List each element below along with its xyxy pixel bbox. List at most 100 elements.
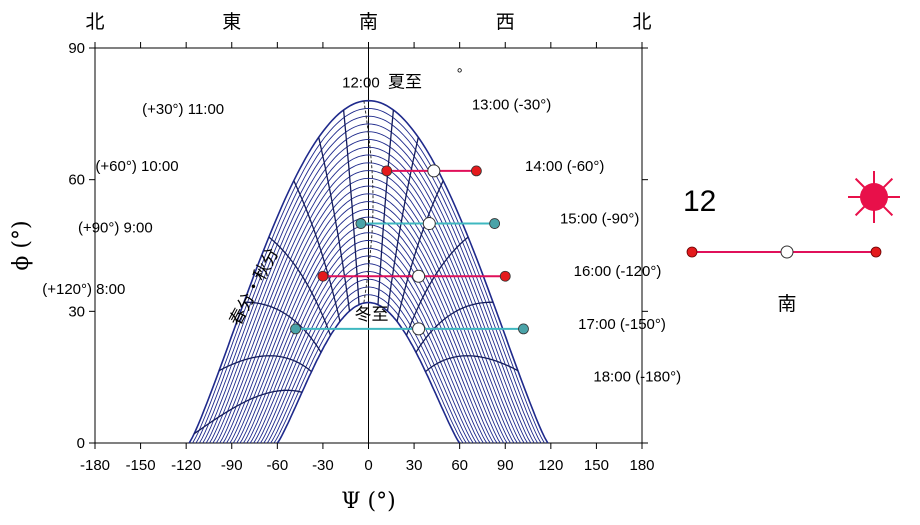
hour-label-0: 12:00 (342, 75, 380, 92)
marker-pairs (290, 164, 529, 336)
y-tick-label-0: 0 (77, 435, 85, 452)
noon-analemma (363, 100, 374, 303)
x-tick-label-1: -150 (126, 457, 156, 474)
season-curve-14 (236, 208, 501, 444)
hour-label-9: 17:00 (-150°) (578, 316, 666, 333)
hour-line--2 (318, 137, 351, 312)
x-axis-label: Ψ (°) (341, 489, 395, 514)
season-curve-2 (195, 115, 542, 444)
hour-label-8: 16:00 (-120°) (574, 263, 662, 280)
pair-dot-mid-0 (427, 164, 441, 178)
season-label-0: 夏至 (388, 73, 422, 93)
x-tick-label-12: 180 (629, 457, 654, 474)
season-curve-6 (209, 146, 528, 444)
x-tick-label-2: -120 (171, 457, 201, 474)
sun-path-curves (188, 99, 549, 444)
pair-dot-mid-3 (412, 322, 426, 336)
season-curve-8 (215, 162, 522, 444)
hour-line--5 (243, 301, 322, 353)
hour-line-3 (396, 180, 444, 322)
legend-dot-right (870, 246, 882, 258)
legend-dot-mid (780, 245, 794, 259)
direction-label-2: 南 (359, 11, 378, 33)
y-tick-label-2: 60 (68, 172, 85, 189)
hour-line--3 (293, 180, 341, 322)
y-tick-label-1: 30 (68, 303, 85, 320)
season-curve-7 (212, 154, 525, 444)
hour-label-5: 13:00 (-30°) (472, 96, 551, 113)
pair-dot-right-1 (489, 218, 501, 229)
pair-dot-mid-2 (412, 269, 426, 283)
pair-dot-left-2 (317, 270, 329, 282)
hour-label-1: (+30°) 11:00 (142, 101, 224, 118)
hour-line-2 (386, 137, 419, 312)
season-curve-13 (232, 201, 505, 444)
direction-label-4: 北 (632, 11, 651, 33)
season-curve-23 (266, 278, 471, 444)
season-curve-11 (226, 185, 511, 444)
season-curve-12 (229, 193, 508, 444)
hour-label-6: 14:00 (-60°) (525, 158, 604, 175)
season-curve-0 (188, 99, 549, 444)
chart-labels: 北 東 南 西 北 12:00 (+30°) 11:00 (+60°) 10:00 (+90°)… (42, 11, 681, 386)
hour-label-7: 15:00 (-90°) (560, 211, 639, 228)
pair-dot-mid-1 (422, 217, 436, 231)
x-tick-label-9: 90 (497, 457, 514, 474)
pair-dot-left-0 (381, 165, 393, 177)
x-tick-label-7: 30 (406, 457, 423, 474)
hour-label-4: (+120°) 8:00 (42, 281, 125, 298)
hour-line--4 (268, 236, 332, 336)
legend-panel: 12 南 (683, 171, 900, 315)
season-curve-19 (253, 247, 484, 444)
x-tick-label-10: 120 (538, 457, 563, 474)
x-tick-label-8: 60 (451, 457, 468, 474)
hour-label-10: 18:00 (-180°) (593, 369, 681, 386)
direction-label-1: 東 (222, 11, 241, 33)
pair-dot-left-1 (355, 218, 367, 229)
y-tick-label-3: 90 (68, 40, 85, 57)
hour-line-5 (415, 301, 494, 353)
legend-direction: 南 (777, 293, 796, 315)
sun-disc (860, 183, 888, 211)
hour-lines (193, 100, 519, 435)
season-curve-24 (270, 286, 467, 444)
x-tick-label-11: 150 (584, 457, 609, 474)
axes: -180 -150 -120 -90 -60 -30 0 30 60 90 120 150 180 0 30… (9, 40, 655, 514)
hour-line--7 (193, 389, 303, 435)
season-curve-5 (205, 139, 532, 444)
x-tick-label-6: 0 (364, 457, 372, 474)
pair-dot-left-3 (290, 323, 301, 335)
sun-icon (848, 171, 900, 223)
season-curve-16 (243, 224, 494, 444)
season-curve-1 (192, 107, 545, 444)
season-curve-10 (222, 177, 515, 444)
x-tick-label-0: -180 (80, 457, 110, 474)
season-curve-3 (199, 123, 538, 444)
y-axis-label: ϕ (°) (9, 220, 34, 270)
direction-label-3: 西 (496, 11, 515, 33)
hour-line--6 (218, 355, 312, 373)
pair-dot-right-0 (470, 165, 482, 177)
season-curve-26 (276, 301, 461, 444)
season-curve-25 (273, 294, 464, 444)
hour-line--1 (342, 109, 360, 305)
pair-dot-right-2 (499, 270, 511, 282)
hour-line-1 (377, 109, 395, 305)
season-curve-15 (239, 216, 498, 444)
stray-degree-mark: ° (457, 66, 463, 83)
season-curve-20 (256, 255, 481, 444)
season-curve-18 (249, 239, 488, 444)
hour-label-3: (+90°) 9:00 (78, 219, 153, 236)
pair-dot-right-3 (518, 323, 529, 335)
legend-dot-left (686, 246, 698, 258)
legend-number: 12 (683, 185, 716, 218)
direction-label-0: 北 (85, 11, 104, 33)
season-label-1: 冬至 (355, 305, 389, 325)
hour-line-6 (425, 355, 519, 373)
x-tick-label-4: -60 (266, 457, 288, 474)
hour-label-2: (+60°) 10:00 (95, 158, 178, 175)
season-curve-17 (246, 232, 491, 444)
season-curve-9 (219, 170, 518, 444)
